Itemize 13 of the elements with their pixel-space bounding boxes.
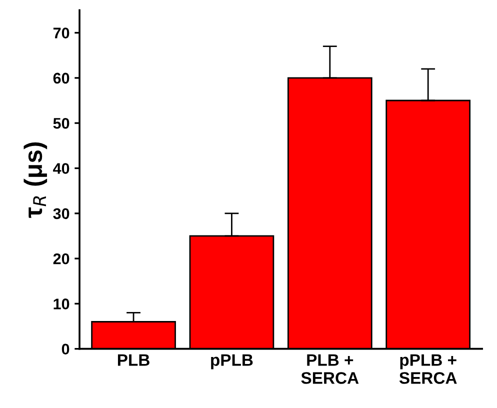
y-tick-label: 30 (53, 208, 70, 220)
y-tick-label: 40 (53, 163, 70, 174)
x-tick-label: pPLB + SERCA (399, 354, 457, 384)
y-tick-label: 10 (54, 298, 70, 310)
y-axis-title: τ$_{R}$ (μs) (24, 142, 48, 218)
x-tick-label: pPLB (211, 354, 253, 370)
y-tick-label: 70 (53, 28, 70, 38)
y-tick-label: 60 (53, 72, 70, 84)
y-tick-label: 20 (53, 253, 70, 264)
x-tick-label: PLB (118, 354, 150, 366)
y-tick-label: 50 (53, 118, 70, 129)
x-tick-label: PLB + SERCA (301, 354, 359, 384)
y-tick-label: 0 (62, 344, 70, 355)
